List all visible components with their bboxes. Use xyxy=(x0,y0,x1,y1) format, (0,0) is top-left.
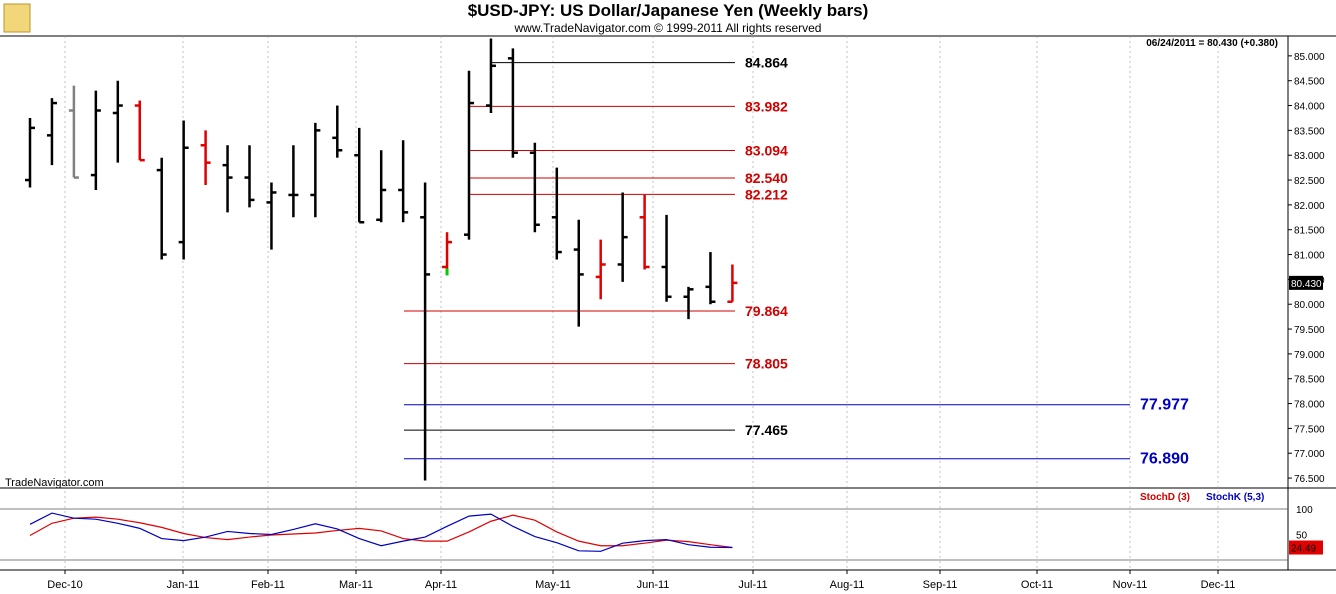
stochd-legend: StochD (3) xyxy=(1140,492,1190,503)
level-label: 82.212 xyxy=(745,186,788,202)
level-label: 84.864 xyxy=(745,55,788,71)
y-tick-label: 77.000 xyxy=(1294,449,1325,460)
chart-title: $USD-JPY: US Dollar/Japanese Yen (Weekly… xyxy=(467,1,869,20)
x-tick-label: Jan-11 xyxy=(167,579,200,591)
y-tick-label: 84.500 xyxy=(1294,77,1325,88)
y-tick-label: 79.500 xyxy=(1294,325,1325,336)
last-price-label: 80.430 xyxy=(1291,279,1322,290)
last-price-readout: 06/24/2011 = 80.430 (+0.380) xyxy=(1146,38,1278,49)
watermark: TradeNavigator.com xyxy=(5,477,104,489)
y-tick-label: 80.000 xyxy=(1294,300,1325,311)
level-label: 77.977 xyxy=(1140,397,1189,414)
y-tick-label: 78.500 xyxy=(1294,375,1325,386)
x-tick-label: Oct-11 xyxy=(1021,579,1053,591)
y-tick-label: 78.000 xyxy=(1294,400,1325,411)
x-tick-label: May-11 xyxy=(535,579,571,591)
stoch-y-tick-label: 100 xyxy=(1296,505,1313,516)
y-tick-label: 84.000 xyxy=(1294,102,1325,113)
copyright-subtitle: www.TradeNavigator.com © 1999-2011 All r… xyxy=(514,21,822,35)
stochk-legend: StochK (5,3) xyxy=(1206,492,1265,503)
x-tick-label: Nov-11 xyxy=(1113,579,1148,591)
x-tick-label: Jul-11 xyxy=(738,579,767,591)
level-label: 83.094 xyxy=(745,143,788,159)
y-tick-label: 81.000 xyxy=(1294,251,1325,262)
level-label: 77.465 xyxy=(745,422,788,438)
x-tick-label: Mar-11 xyxy=(339,579,373,591)
x-tick-label: Aug-11 xyxy=(830,579,865,591)
x-tick-label: Dec-11 xyxy=(1201,579,1236,591)
last-price-box xyxy=(1289,275,1323,290)
y-tick-label: 82.500 xyxy=(1294,176,1325,187)
stoch-last-label: 24.49 xyxy=(1291,544,1316,555)
level-label: 82.540 xyxy=(745,170,788,186)
stoch-series-line xyxy=(29,512,733,552)
level-label: 76.890 xyxy=(1140,451,1189,468)
trade-navigator-logo xyxy=(3,3,31,33)
x-tick-label: Apr-11 xyxy=(425,579,457,591)
x-tick-label: Dec-10 xyxy=(47,579,82,591)
x-tick-label: Sep-11 xyxy=(923,579,958,591)
level-label: 83.982 xyxy=(745,98,788,114)
level-label: 79.864 xyxy=(745,303,788,319)
y-tick-label: 85.000 xyxy=(1294,52,1325,63)
x-tick-label: Feb-11 xyxy=(251,579,285,591)
level-label: 78.805 xyxy=(745,356,788,372)
stoch-last-box xyxy=(1289,540,1323,555)
stoch-y-tick-label: 50 xyxy=(1296,531,1308,542)
y-tick-label: 81.500 xyxy=(1294,226,1325,237)
y-tick-label: 77.500 xyxy=(1294,424,1325,435)
y-tick-label: 82.000 xyxy=(1294,201,1325,212)
y-tick-label: 79.000 xyxy=(1294,350,1325,361)
y-tick-label: 83.000 xyxy=(1294,151,1325,162)
y-tick-label: 76.500 xyxy=(1294,474,1325,485)
x-tick-label: Jun-11 xyxy=(637,579,670,591)
y-tick-label: 83.500 xyxy=(1294,126,1325,137)
